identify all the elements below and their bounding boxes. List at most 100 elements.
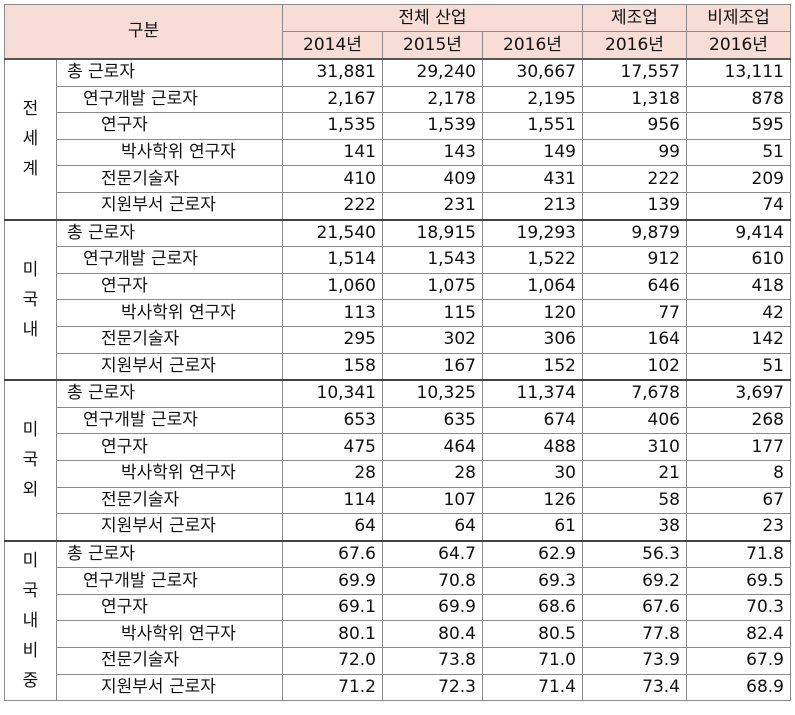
cell-value: 80.5 [482,620,583,649]
table-row: 연구개발 근로자 653 635 674 406 268 [5,406,791,435]
cell-value: 2,167 [282,85,383,114]
cell-value: 67.9 [686,647,791,675]
cell-value: 71.4 [482,673,583,702]
cell-value: 8 [686,459,791,488]
table-row: 박사학위 연구자 113 115 120 77 42 [5,299,791,327]
table-row: 미국내 총 근로자 21,540 18,915 19,293 9,879 9,414 [4,219,791,381]
cell-value: 10,325 [382,379,483,408]
cell-value: 67.6 [582,593,687,622]
cell-value: 69.2 [582,567,687,595]
table-row: 연구자 1,535 1,539 1,551 956 595 [5,112,791,140]
table-row: 미국내비중 총 근로자 67.6 64.7 62.9 56.3 71.8 [4,540,791,702]
cell-value: 488 [482,433,583,461]
section-label-text: 미국내 [22,259,39,340]
cell-value: 9,879 [582,219,687,248]
row-category: 전문기술자 [56,647,283,675]
header-year: 2016년 [686,31,791,60]
cell-value: 38 [582,513,687,542]
header-group-non-manufacturing: 비제조업 [686,4,791,32]
cell-value: 51 [686,138,791,167]
cell-value: 409 [382,165,483,193]
row-category: 연구자 [56,593,283,622]
cell-value: 177 [686,433,791,461]
cell-value: 28 [282,459,383,488]
cell-value: 635 [382,406,483,435]
cell-value: 18,915 [382,219,483,248]
cell-value: 71.2 [282,673,383,702]
cell-value: 28 [382,459,483,488]
cell-value: 149 [482,138,583,167]
table-row: 박사학위 연구자 80.1 80.4 80.5 77.8 82.4 [5,620,791,649]
cell-value: 410 [282,165,383,193]
cell-value: 306 [482,325,583,354]
header-year: 2014년 [282,31,383,60]
row-category: 연구자 [56,112,283,140]
cell-value: 9,414 [686,219,791,248]
table-row: 전문기술자 72.0 73.8 71.0 73.9 67.9 [5,647,791,675]
row-category: 연구개발 근로자 [56,406,283,435]
cell-value: 674 [482,406,583,435]
table-header: 구분 전체 산업 제조업 비제조업 2014년 2015년 2016년 2016… [4,4,791,60]
cell-value: 3,697 [686,379,791,408]
cell-value: 418 [686,272,791,301]
cell-value: 62.9 [482,540,583,569]
cell-value: 99 [582,138,687,167]
cell-value: 21,540 [282,219,383,248]
cell-value: 1,535 [282,112,383,140]
section-label: 전세계 [4,58,57,221]
cell-value: 68.9 [686,673,791,702]
table-row: 전문기술자 295 302 306 164 142 [5,325,791,354]
header-group-all-industries: 전체 산업 [282,4,583,32]
cell-value: 1,522 [482,246,583,274]
cell-value: 222 [282,191,383,221]
cell-value: 71.8 [686,540,791,569]
cell-value: 158 [282,352,383,381]
table-row: 지원부서 근로자 64 64 61 38 23 [5,513,791,542]
cell-value: 69.9 [282,567,383,595]
cell-value: 42 [686,299,791,327]
section-label-text: 미국외 [22,420,39,501]
cell-value: 72.0 [282,647,383,675]
cell-value: 30,667 [482,57,583,87]
table-row: 지원부서 근로자 71.2 72.3 71.4 73.4 68.9 [5,673,791,702]
cell-value: 115 [382,299,483,327]
cell-value: 67 [686,486,791,515]
table-row: 전문기술자 114 107 126 58 67 [5,486,791,515]
row-category: 연구자 [56,433,283,461]
header-group-manufacturing: 제조업 [582,4,687,32]
cell-value: 69.9 [382,593,483,622]
cell-value: 82.4 [686,620,791,649]
table-body: 전세계 총 근로자 31,881 29,240 30,667 17,557 13,111 연구… [4,57,791,702]
cell-value: 120 [482,299,583,327]
cell-value: 164 [582,325,687,354]
cell-value: 310 [582,433,687,461]
row-category: 전문기술자 [56,486,283,515]
cell-value: 646 [582,272,687,301]
cell-value: 610 [686,246,791,274]
table-row: 전문기술자 410 409 431 222 209 [5,165,791,193]
cell-value: 73.4 [582,673,687,702]
cell-value: 113 [282,299,383,327]
table-row: 지원부서 근로자 222 231 213 139 74 [5,191,791,221]
row-category: 연구자 [56,272,283,301]
cell-value: 70.8 [382,567,483,595]
table-row: 박사학위 연구자 28 28 30 21 8 [5,459,791,488]
cell-value: 77.8 [582,620,687,649]
cell-value: 74 [686,191,791,221]
cell-value: 107 [382,486,483,515]
cell-value: 7,678 [582,379,687,408]
table-row: 박사학위 연구자 141 143 149 99 51 [5,138,791,167]
row-category: 총 근로자 [56,379,283,408]
cell-value: 1,060 [282,272,383,301]
row-category: 전문기술자 [56,165,283,193]
row-category: 박사학위 연구자 [56,138,283,167]
row-category: 총 근로자 [56,540,283,569]
cell-value: 152 [482,352,583,381]
cell-value: 431 [482,165,583,193]
cell-value: 475 [282,433,383,461]
cell-value: 912 [582,246,687,274]
cell-value: 141 [282,138,383,167]
cell-value: 64 [282,513,383,542]
cell-value: 167 [382,352,483,381]
header-year: 2016년 [482,31,583,60]
